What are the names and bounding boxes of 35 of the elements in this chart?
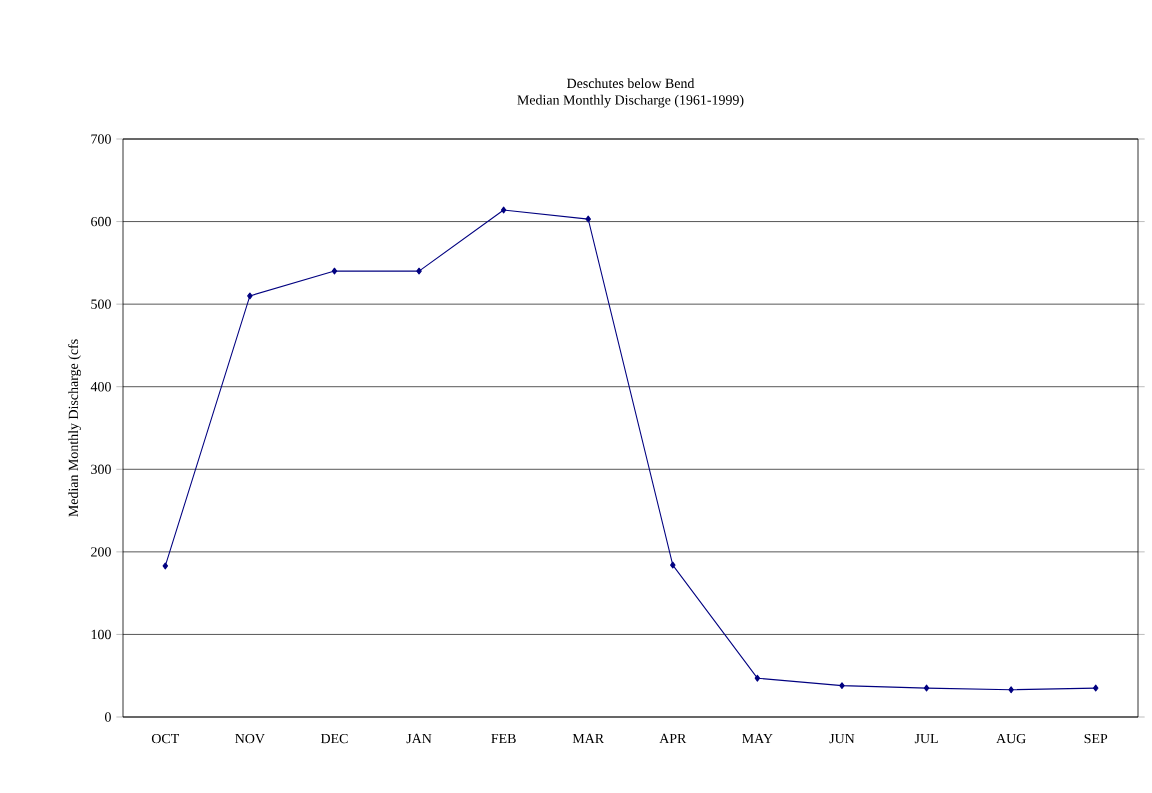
point (162, 562, 169, 570)
y-tick-label: 100 (91, 629, 111, 640)
y-axis-title: Median Monthly Discharge (cfs (68, 339, 81, 517)
point (923, 684, 930, 692)
y-tick-label: 0 (104, 712, 111, 722)
x-tick-label: APR (659, 733, 687, 744)
y-tick-label: 300 (91, 464, 111, 474)
x-tick-label: FEB (491, 733, 516, 744)
x-tick-label: JUL (914, 733, 938, 744)
point (1008, 686, 1014, 694)
y-tick-label: 200 (91, 547, 111, 557)
x-tick-label: AUG (996, 733, 1026, 744)
x-tick-label: OCT (151, 733, 180, 744)
point (754, 674, 761, 682)
point (500, 206, 507, 214)
point (416, 267, 422, 275)
x-tick-label: MAR (572, 733, 605, 744)
x-tick-label: DEC (320, 733, 348, 744)
x-tick-label: SEP (1084, 733, 1108, 744)
y-tick-label: 400 (90, 382, 111, 392)
chart-subtitle: Median Monthly Discharge (1961-1999) (517, 94, 744, 108)
y-tick-label: 500 (91, 299, 111, 309)
point (1093, 684, 1099, 692)
point (670, 561, 676, 569)
point (839, 682, 845, 690)
y-tick-label: 600 (91, 216, 111, 227)
x-tick-label: MAY (742, 733, 773, 744)
y-tick-label: 700 (91, 134, 111, 144)
x-tick-label: JAN (406, 733, 432, 744)
point (331, 267, 338, 275)
chart-title: Deschutes below Bend (566, 78, 695, 89)
point (585, 215, 591, 223)
point (247, 292, 253, 300)
x-tick-label: NOV (235, 733, 265, 744)
x-tick-label: JUN (829, 733, 855, 744)
